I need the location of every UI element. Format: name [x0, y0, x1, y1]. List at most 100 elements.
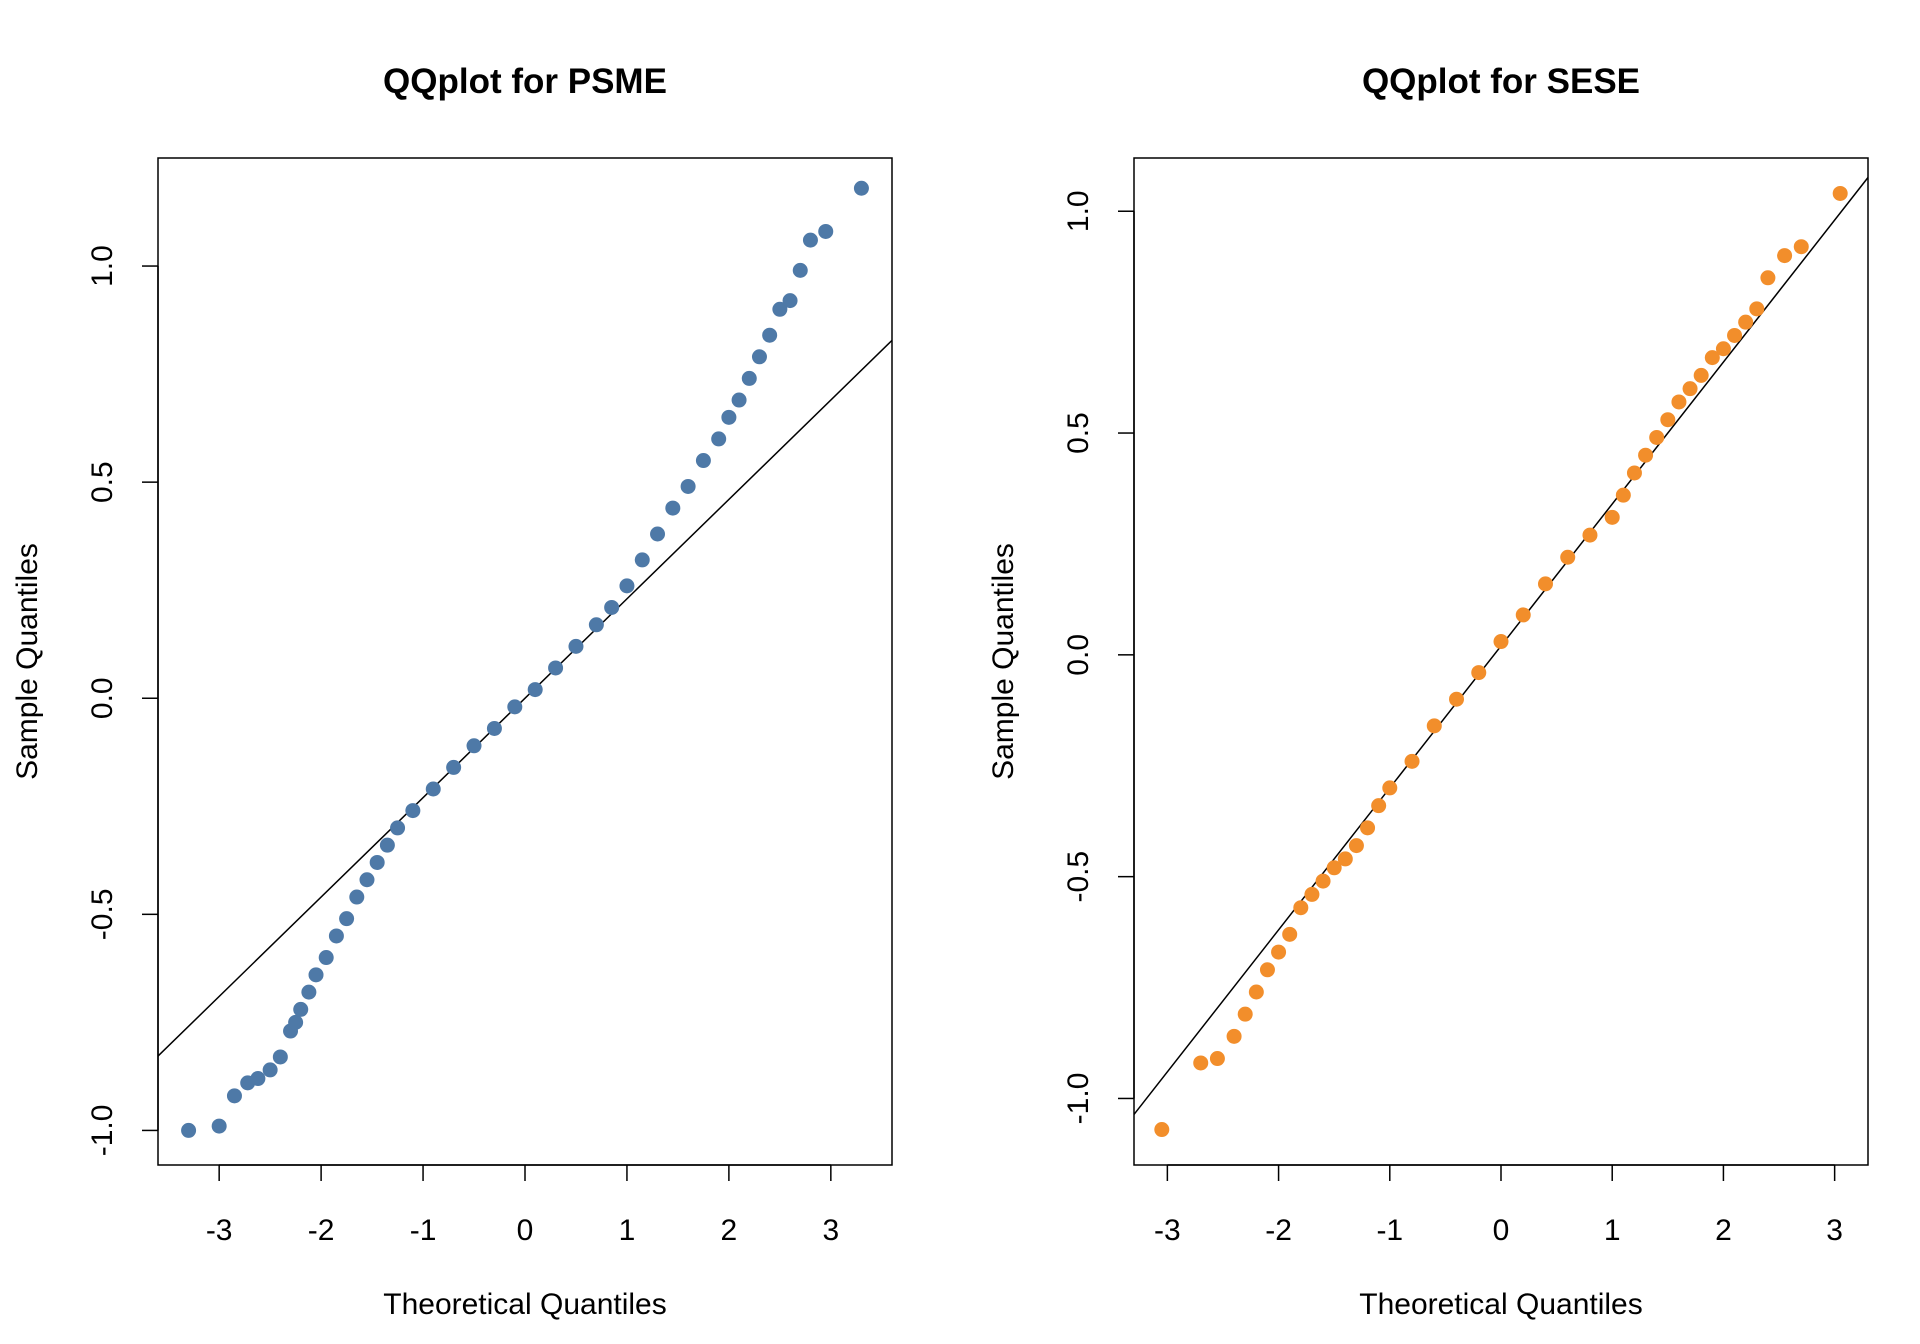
data-point: [301, 984, 317, 1000]
data-point: [308, 967, 324, 983]
chart-title: QQplot for PSME: [383, 62, 667, 101]
data-point: [1348, 838, 1364, 854]
data-point: [1832, 185, 1848, 201]
data-point: [792, 262, 808, 278]
data-point: [731, 392, 747, 408]
x-tick-label: 3: [1826, 1214, 1843, 1247]
data-point: [507, 699, 523, 715]
data-point: [1382, 780, 1398, 796]
data-point: [1282, 926, 1298, 942]
data-point: [328, 928, 344, 944]
data-point: [1259, 962, 1275, 978]
data-point: [466, 738, 482, 754]
data-point: [1660, 412, 1676, 428]
data-point: [1493, 634, 1509, 650]
data-point: [359, 872, 375, 888]
x-axis-title: Theoretical Quantiles: [1359, 1288, 1642, 1321]
data-point: [619, 578, 635, 594]
y-tick-label: 0.0: [1062, 634, 1095, 676]
x-axis-title: Theoretical Quantiles: [383, 1288, 666, 1321]
data-point: [272, 1049, 288, 1065]
x-tick-label: 3: [822, 1214, 839, 1247]
x-tick-label: 2: [1715, 1214, 1732, 1247]
data-point: [1326, 860, 1342, 876]
y-tick-label: 1.0: [1062, 190, 1095, 232]
data-point: [1537, 576, 1553, 592]
qqplot-psme-panel: QQplot for PSME -3 -2 -1 0 1 2 3 -1.0 -0.5 0.0 0.5 1…: [11, 62, 893, 1321]
data-point: [318, 950, 334, 966]
x-tick-label: -2: [308, 1214, 335, 1247]
data-point: [1749, 301, 1765, 317]
x-tick-label: -3: [206, 1214, 233, 1247]
data-point: [1271, 944, 1287, 960]
data-point: [405, 803, 421, 819]
data-point: [1404, 753, 1420, 769]
data-point: [1426, 718, 1442, 734]
data-point: [1515, 607, 1531, 623]
data-point: [1449, 691, 1465, 707]
data-points: [1154, 185, 1848, 1138]
data-point: [680, 478, 696, 494]
data-point: [1727, 327, 1743, 343]
data-point: [390, 820, 406, 836]
data-point: [634, 552, 650, 568]
data-point: [762, 327, 778, 343]
x-tick-label: -1: [1376, 1214, 1403, 1247]
data-point: [288, 1014, 304, 1030]
x-tick-label: -2: [1265, 1214, 1292, 1247]
data-point: [349, 889, 365, 905]
data-point: [1704, 350, 1720, 366]
data-point: [604, 599, 620, 615]
y-axis-title: Sample Quantiles: [11, 543, 44, 780]
data-point: [1304, 886, 1320, 902]
y-axis-title: Sample Quantiles: [987, 543, 1020, 780]
chart-title: QQplot for SESE: [1362, 62, 1640, 101]
data-point: [1193, 1055, 1209, 1071]
data-point: [751, 349, 767, 365]
y-tick-label: 0.5: [86, 461, 119, 503]
data-point: [548, 660, 564, 676]
data-point: [293, 1001, 309, 1017]
y-tick-label: -1.0: [1062, 1073, 1095, 1125]
x-tick-label: 1: [1604, 1214, 1621, 1247]
x-tick-label: 0: [517, 1214, 534, 1247]
data-point: [1582, 527, 1598, 543]
data-point: [568, 638, 584, 654]
data-point: [1777, 248, 1793, 264]
data-point: [1471, 665, 1487, 681]
data-point: [486, 720, 502, 736]
data-point: [369, 854, 385, 870]
data-point: [1649, 429, 1665, 445]
data-point: [1671, 394, 1687, 410]
data-point: [665, 500, 681, 516]
y-tick-label: 0.5: [1062, 412, 1095, 454]
data-point: [446, 759, 462, 775]
data-point: [250, 1071, 266, 1087]
data-point: [1360, 820, 1376, 836]
data-point: [1793, 239, 1809, 255]
y-tick-label: -0.5: [1062, 851, 1095, 903]
data-point: [425, 781, 441, 797]
data-point: [588, 617, 604, 633]
data-point: [782, 293, 798, 309]
data-point: [1760, 270, 1776, 286]
data-point: [1237, 1006, 1253, 1022]
data-point: [1154, 1122, 1170, 1138]
data-point: [527, 682, 543, 698]
data-point: [1715, 341, 1731, 357]
data-points: [181, 180, 869, 1138]
data-point: [1209, 1051, 1225, 1067]
data-point: [711, 431, 727, 447]
data-point: [181, 1122, 197, 1138]
data-point: [772, 301, 788, 317]
data-point: [1604, 509, 1620, 525]
data-point: [1315, 873, 1331, 889]
data-point: [379, 837, 395, 853]
data-point: [741, 370, 757, 386]
data-point: [1626, 465, 1642, 481]
data-point: [262, 1062, 278, 1078]
data-point: [695, 453, 711, 469]
data-point: [1371, 798, 1387, 814]
